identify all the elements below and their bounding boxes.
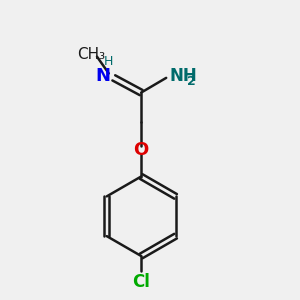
Text: N: N bbox=[95, 68, 110, 85]
Text: Cl: Cl bbox=[132, 273, 150, 291]
Text: CH₃: CH₃ bbox=[77, 47, 105, 62]
Text: H: H bbox=[104, 55, 113, 68]
Text: NH: NH bbox=[169, 68, 197, 85]
Text: 2: 2 bbox=[188, 75, 196, 88]
Text: O: O bbox=[134, 141, 149, 159]
